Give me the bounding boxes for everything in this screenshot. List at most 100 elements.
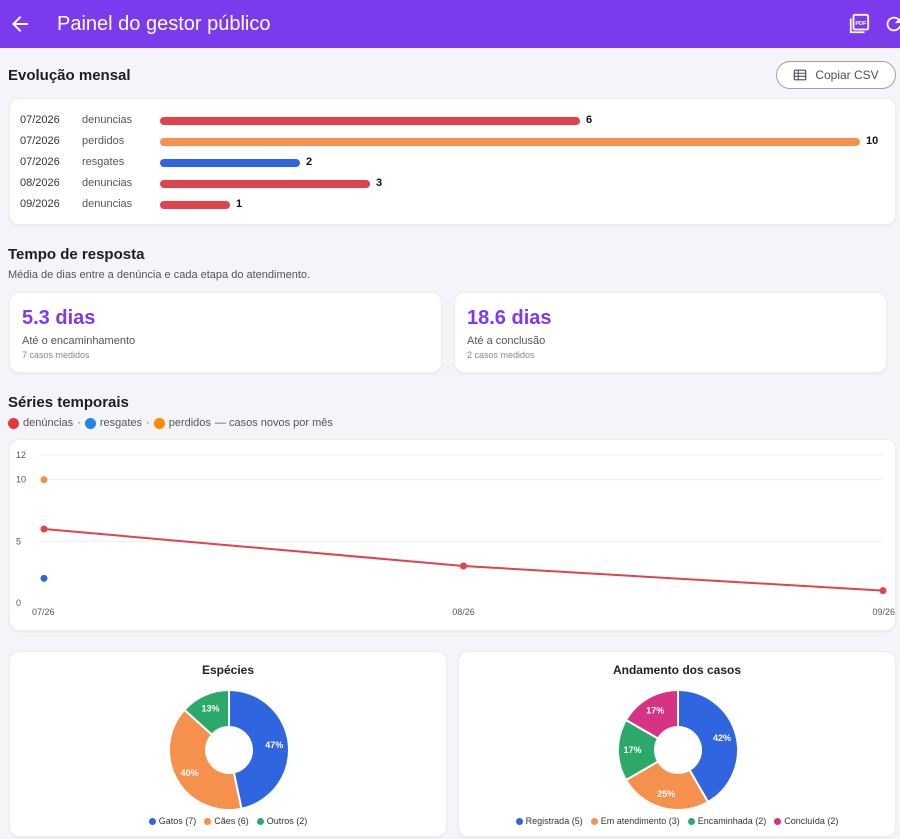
pie-legend-item: Em atendimento (3) — [590, 816, 680, 826]
row-value: 3 — [376, 177, 383, 189]
resgates-dot-icon — [84, 417, 96, 429]
series-line — [43, 528, 884, 592]
monthly-row: 09/2026 denuncias 1 — [20, 194, 890, 215]
y-tick-label: 12 — [16, 450, 26, 460]
data-point — [40, 525, 48, 533]
legend-label: Gatos (7) — [158, 816, 197, 826]
row-value: 6 — [586, 114, 593, 126]
line-chart: 0 5 10 12 07/26 08/26 09/26 — [16, 450, 895, 617]
copy-csv-button[interactable]: Copiar CSV — [776, 61, 896, 89]
x-tick-label: 08/26 — [452, 607, 475, 617]
species-pie-card: Espécies 47% 40% 13% Gatos (7) Cães (6) Outr… — [9, 651, 447, 837]
monthly-row: 07/2026 denuncias 6 — [20, 110, 890, 131]
metric-card-conclusion: 18.6 dias Até a conclusão 2 casos medido… — [454, 292, 887, 373]
legend-swatch-icon — [256, 817, 264, 825]
metric-value: 5.3 dias — [22, 307, 96, 329]
perdidos-dot-icon — [153, 417, 165, 429]
pie-legend-item: Gatos (7) — [148, 816, 197, 826]
pdf-icon[interactable]: PDF — [848, 13, 870, 35]
metric-card-forwarding: 5.3 dias Até o encaminhamento 7 casos me… — [9, 292, 442, 373]
monthly-title: Evolução mensal — [8, 67, 131, 84]
svg-text:PDF: PDF — [855, 21, 867, 27]
pie-slice — [624, 688, 679, 740]
legend-swatch-icon — [774, 817, 782, 825]
row-category: denuncias — [82, 114, 133, 126]
pie-legend-item: Cães (6) — [204, 816, 249, 826]
series-title: Séries temporais — [8, 394, 129, 411]
pie-slice-label: 17% — [646, 706, 664, 716]
legend-label: Registrada (5) — [525, 816, 583, 826]
status-pie-chart: 42% 25% 17% 17% — [617, 688, 739, 811]
row-category: denuncias — [82, 198, 133, 210]
pie-title: Andamento dos casos — [612, 663, 742, 677]
monthly-row: 07/2026 perdidos 10 — [20, 131, 890, 152]
pie-slice — [182, 688, 230, 737]
data-point — [40, 574, 48, 582]
pie-legend-item: Concluída (2) — [774, 816, 838, 826]
response-title: Tempo de resposta — [8, 246, 145, 263]
pie-slice — [168, 708, 243, 811]
row-bar — [160, 201, 230, 209]
pie-slice-label: 40% — [181, 768, 199, 778]
monthly-card: 07/2026 denuncias 6 07/2026 perdidos 10 07/202… — [9, 98, 896, 225]
row-value: 10 — [866, 135, 879, 147]
response-subtitle: Média de dias entre a denúncia e cada et… — [8, 269, 311, 281]
pie-slice-label: 13% — [201, 703, 219, 713]
data-point — [40, 476, 48, 484]
monthly-row: 08/2026 denuncias 3 — [20, 173, 890, 194]
legend-label: Encaminhada (2) — [697, 816, 767, 826]
pie-slice-label: 42% — [713, 733, 731, 743]
metric-label: Até o encaminhamento — [22, 335, 136, 347]
row-category: resgates — [82, 156, 125, 168]
pie-slice — [677, 688, 739, 804]
legend-label: Concluída (2) — [784, 816, 839, 826]
row-value: 2 — [306, 156, 313, 168]
data-point — [460, 562, 467, 570]
row-month: 08/2026 — [20, 177, 60, 189]
data-point — [879, 587, 887, 595]
pie-legend-item: Outros (2) — [256, 816, 308, 826]
legend-label: Outros (2) — [266, 816, 308, 826]
pie-slice-label: 17% — [623, 745, 641, 755]
row-month: 07/2026 — [20, 135, 60, 147]
denuncias-dot-icon — [8, 417, 19, 429]
pie-slice-label: 25% — [657, 789, 675, 799]
row-month: 07/2026 — [20, 156, 60, 168]
metric-label: Até a conclusão — [467, 335, 546, 347]
legend-perdidos: perdidos — [168, 417, 211, 429]
row-category: denuncias — [82, 177, 133, 189]
metric-note: 2 casos medidos — [467, 350, 535, 360]
legend-swatch-icon — [148, 817, 156, 825]
pie-legend-item: Encaminhada (2) — [687, 816, 767, 826]
arrow-left-icon[interactable] — [8, 12, 32, 36]
pie-slice-label: 47% — [265, 740, 283, 750]
row-bar — [160, 138, 860, 146]
y-tick-label: 0 — [16, 598, 21, 608]
row-month: 09/2026 — [20, 198, 60, 210]
legend-separator: · — [77, 417, 81, 429]
refresh-icon[interactable] — [883, 13, 900, 35]
x-tick-label: 09/26 — [872, 607, 895, 617]
pie-title: Espécies — [201, 663, 255, 677]
row-bar — [160, 159, 300, 167]
legend-swatch-icon — [590, 817, 598, 825]
table-icon — [794, 69, 807, 81]
line-chart-card: 0 5 10 12 07/26 08/26 09/26 — [9, 439, 896, 631]
metric-value: 18.6 dias — [467, 307, 552, 329]
y-tick-label: 5 — [16, 536, 21, 546]
pie-slice — [624, 760, 710, 811]
row-category: perdidos — [82, 135, 125, 147]
page-title: Painel do gestor público — [57, 13, 271, 35]
legend-swatch-icon — [515, 817, 523, 825]
pie-legend: Gatos (7) Cães (6) Outros (2) — [10, 816, 446, 826]
row-bar — [160, 180, 370, 188]
legend-denuncias: denúncias — [23, 417, 74, 429]
x-tick-label: 07/26 — [32, 607, 55, 617]
legend-swatch-icon — [204, 817, 212, 825]
series-legend: denúncias · resgates · perdidos — casos … — [8, 417, 333, 429]
metric-note: 7 casos medidos — [22, 350, 90, 360]
legend-label: Cães (6) — [214, 816, 249, 826]
species-pie-chart: 47% 40% 13% — [168, 688, 290, 811]
pie-legend-item: Registrada (5) — [515, 816, 583, 826]
legend-label: Em atendimento (3) — [600, 816, 680, 826]
